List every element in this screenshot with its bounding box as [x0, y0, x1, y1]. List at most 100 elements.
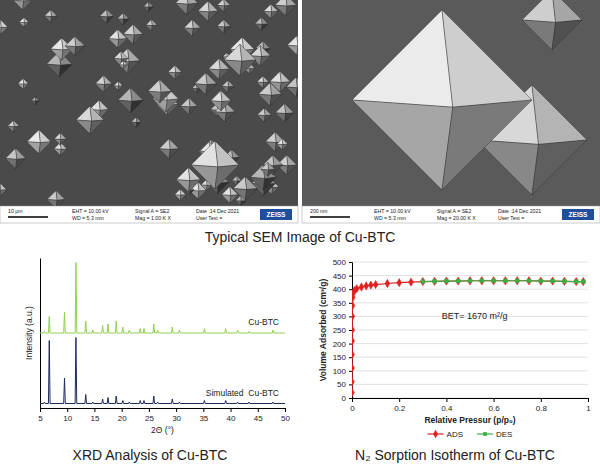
- data-point: [421, 280, 425, 284]
- crystal-facet: [123, 61, 127, 65]
- x-tick-label: 25: [145, 414, 154, 423]
- legend-label: ADS: [447, 430, 463, 439]
- wd-label: WD = 5.3 mm: [72, 215, 104, 221]
- crystal-facet: [258, 94, 271, 106]
- legend: ADSDES: [428, 430, 513, 439]
- crystal-facet: [245, 189, 257, 201]
- crystal-facet: [19, 22, 24, 27]
- crystal-facet: [115, 61, 129, 73]
- data-point: [433, 279, 437, 283]
- data-point: [420, 277, 425, 285]
- y-tick: 300: [333, 312, 352, 321]
- crystal-facet: [522, 0, 556, 22]
- crystal-facet: [275, 104, 285, 114]
- data-point: [456, 277, 461, 285]
- x-tick: 0: [350, 398, 355, 413]
- data-point: [385, 279, 390, 287]
- crystal-facet: [280, 71, 290, 82]
- crystal-facet: [201, 185, 207, 191]
- data-point: [503, 277, 508, 285]
- x-tick: 5: [38, 408, 43, 423]
- crystal-facet: [60, 133, 66, 140]
- x-tick: 0.6: [489, 398, 501, 413]
- crystal-facet: [107, 16, 114, 23]
- crystal-facet: [117, 19, 124, 25]
- crystal-facet: [217, 0, 224, 6]
- crystal-facet: [296, 77, 298, 88]
- crystal-facet: [31, 101, 36, 105]
- crystal-facet: [16, 148, 26, 159]
- x-tick-label: 30: [172, 414, 181, 423]
- crystal-facet: [255, 24, 263, 31]
- crystal-facet: [27, 142, 40, 154]
- crystal-facet: [286, 5, 297, 16]
- crystal-facet: [442, 100, 532, 190]
- crystal-facet: [7, 126, 14, 132]
- y-tick-label: 150: [333, 353, 347, 362]
- y-tick: 50: [337, 380, 352, 389]
- data-point: [527, 277, 532, 285]
- y-axis-title: Intensity (a.u.): [24, 306, 34, 360]
- crystal-facet: [190, 190, 194, 194]
- crystal-facet: [224, 0, 231, 6]
- x-tick: 20: [118, 408, 127, 423]
- crystal-facet: [282, 144, 288, 150]
- crystal-facet: [224, 60, 242, 76]
- y-tick: 200: [333, 340, 352, 349]
- crystal-facet: [222, 86, 229, 92]
- figure-caption: Typical SEM Image of Cu-BTC: [205, 229, 396, 245]
- crystal-facet: [176, 180, 190, 192]
- crystal-facet: [297, 45, 298, 55]
- crystal-facet: [273, 155, 283, 165]
- crystal-facet: [0, 190, 7, 197]
- y-tick: 500: [333, 258, 352, 267]
- x-tick: 50: [281, 408, 290, 423]
- crystal-facet: [24, 22, 29, 27]
- data-point: [352, 337, 355, 345]
- crystal-facet: [287, 155, 297, 166]
- data-point: [515, 279, 519, 283]
- date-label: Date :14 Dec 2021: [196, 208, 239, 214]
- crystal-facet: [14, 120, 20, 127]
- series-label: Simulated Cu-BTC: [206, 388, 279, 398]
- x-tick-mark: [40, 408, 41, 412]
- crystal-facet: [104, 84, 112, 92]
- crystal-facet: [76, 120, 92, 134]
- eht-label: EHT = 10.00 kV: [72, 208, 109, 214]
- legend-item: ADS: [428, 430, 463, 439]
- crystal-facet: [143, 7, 149, 12]
- signal-label: Signal A = SE2: [135, 208, 170, 214]
- crystal-facet: [131, 88, 144, 102]
- crystal-facet: [65, 36, 76, 46]
- legend-marker: [483, 432, 487, 436]
- crystal-facet: [277, 144, 283, 150]
- grid-line: [352, 302, 588, 303]
- crystal-facet: [532, 85, 587, 144]
- crystal-facet: [261, 162, 269, 170]
- crystal-facet: [175, 72, 182, 79]
- grid-line: [352, 357, 588, 358]
- crystal-facet: [180, 189, 186, 195]
- crystal-facet: [287, 45, 298, 55]
- x-tick-mark: [149, 408, 150, 412]
- crystal-facet: [18, 84, 24, 89]
- brand-label: ZEISS: [569, 211, 588, 218]
- crystal-facet: [187, 3, 198, 14]
- crystal-facet: [148, 7, 153, 12]
- crystal-facet: [169, 139, 179, 150]
- x-tick-label: 5: [38, 414, 43, 423]
- crystal-facet: [121, 51, 128, 59]
- crystal-facet: [233, 189, 247, 201]
- crystal-facet: [221, 101, 231, 111]
- data-point: [409, 278, 414, 286]
- crystal-facet: [224, 26, 231, 33]
- crystal-facet: [31, 97, 36, 101]
- crystal-facet: [233, 176, 247, 189]
- crystal-facet: [23, 84, 28, 89]
- data-point: [359, 283, 364, 291]
- sem-background: [0, 0, 298, 206]
- crystal-facet: [222, 80, 229, 87]
- crystal-facet: [19, 18, 24, 23]
- x-tick: 25: [145, 408, 154, 423]
- crystal-facet: [128, 48, 140, 61]
